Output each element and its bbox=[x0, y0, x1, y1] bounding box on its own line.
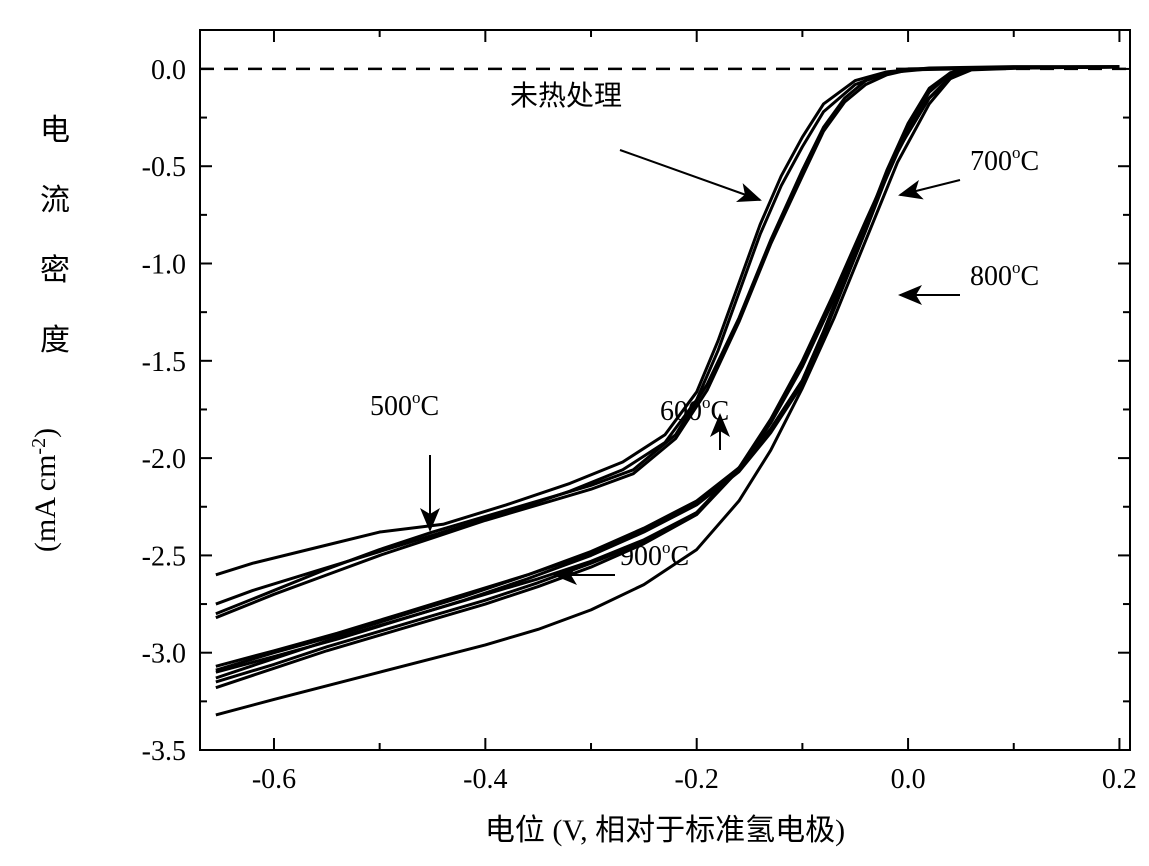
y-tick-label: -3.5 bbox=[142, 736, 186, 767]
x-tick-label: 0.0 bbox=[891, 764, 926, 795]
y-tick-label: 0.0 bbox=[151, 55, 186, 86]
chart-container: -0.6 -0.4 -0.2 0.0 0.2 -3.5 -3.0 -2.5 -2.0 -1.5 -1… bbox=[0, 0, 1149, 866]
y-axis-label-cjk: 度 bbox=[40, 324, 70, 357]
annotation-t800: 800oC bbox=[970, 258, 1039, 292]
y-tick-label: -3.0 bbox=[142, 639, 186, 670]
y-tick-label: -1.0 bbox=[142, 250, 186, 281]
annotation-t600: 600oC bbox=[660, 393, 729, 427]
annotation-t900: 900oC bbox=[620, 538, 689, 572]
y-axis-label-cjk: 电 bbox=[40, 114, 70, 147]
annotation-t500: 500oC bbox=[370, 388, 439, 422]
annotation-t700: 700oC bbox=[970, 143, 1039, 177]
y-tick-label: -1.5 bbox=[142, 347, 186, 378]
y-tick-label: -0.5 bbox=[142, 152, 186, 183]
x-tick-label: -0.4 bbox=[463, 764, 507, 795]
y-tick-label: -2.5 bbox=[142, 541, 186, 572]
y-tick-label: -2.0 bbox=[142, 444, 186, 475]
x-axis-label: 电位 (V, 相对于标准氢电极) bbox=[485, 814, 845, 847]
y-axis-label-cjk: 密 bbox=[40, 254, 70, 287]
y-axis-label-cjk: 流 bbox=[40, 184, 70, 217]
x-tick-label: 0.2 bbox=[1102, 764, 1137, 795]
x-tick-label: -0.6 bbox=[252, 764, 296, 795]
annotation-untreated: 未热处理 bbox=[510, 80, 622, 112]
chart-svg: -0.6 -0.4 -0.2 0.0 0.2 -3.5 -3.0 -2.5 -2.0 -1.5 -1… bbox=[0, 0, 1149, 866]
x-tick-label: -0.2 bbox=[675, 764, 719, 795]
